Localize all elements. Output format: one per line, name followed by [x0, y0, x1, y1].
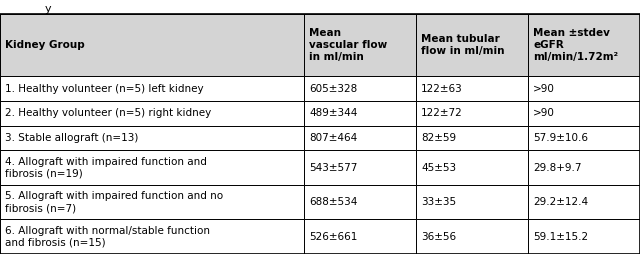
- Text: 122±72: 122±72: [421, 108, 463, 118]
- Text: 489±344: 489±344: [309, 108, 358, 118]
- Text: 82±59: 82±59: [421, 133, 456, 143]
- Text: Kidney Group: Kidney Group: [5, 40, 85, 50]
- Text: 59.1±15.2: 59.1±15.2: [533, 232, 588, 242]
- Text: 6. Allograft with normal/stable function
and fibrosis (n=15): 6. Allograft with normal/stable function…: [5, 226, 210, 248]
- Text: Mean tubular
flow in ml/min: Mean tubular flow in ml/min: [421, 34, 504, 56]
- Bar: [528, 101, 640, 126]
- Bar: [528, 219, 640, 254]
- Text: y: y: [45, 4, 51, 14]
- Bar: [416, 101, 528, 126]
- Text: >90: >90: [533, 108, 555, 118]
- Bar: [304, 185, 416, 219]
- Text: 3. Stable allograft (n=13): 3. Stable allograft (n=13): [5, 133, 138, 143]
- Text: 605±328: 605±328: [309, 84, 357, 94]
- Bar: [528, 14, 640, 76]
- Bar: [528, 185, 640, 219]
- Bar: [304, 219, 416, 254]
- Text: 807±464: 807±464: [309, 133, 357, 143]
- Bar: [0, 126, 304, 150]
- Bar: [416, 126, 528, 150]
- Bar: [0, 101, 304, 126]
- Bar: [416, 14, 528, 76]
- Text: 1. Healthy volunteer (n=5) left kidney: 1. Healthy volunteer (n=5) left kidney: [5, 84, 204, 94]
- Bar: [416, 150, 528, 185]
- Bar: [304, 76, 416, 101]
- Text: 29.2±12.4: 29.2±12.4: [533, 197, 588, 207]
- Text: 2. Healthy volunteer (n=5) right kidney: 2. Healthy volunteer (n=5) right kidney: [5, 108, 211, 118]
- Bar: [0, 150, 304, 185]
- Bar: [0, 185, 304, 219]
- Bar: [416, 219, 528, 254]
- Bar: [416, 76, 528, 101]
- Bar: [304, 150, 416, 185]
- Text: 29.8+9.7: 29.8+9.7: [533, 163, 582, 173]
- Text: 33±35: 33±35: [421, 197, 456, 207]
- Text: Mean
vascular flow
in ml/min: Mean vascular flow in ml/min: [309, 28, 387, 62]
- Bar: [528, 150, 640, 185]
- Text: 5. Allograft with impaired function and no
fibrosis (n=7): 5. Allograft with impaired function and …: [5, 191, 223, 213]
- Text: 688±534: 688±534: [309, 197, 358, 207]
- Bar: [304, 126, 416, 150]
- Text: 526±661: 526±661: [309, 232, 358, 242]
- Text: 4. Allograft with impaired function and
fibrosis (n=19): 4. Allograft with impaired function and …: [5, 157, 207, 179]
- Text: >90: >90: [533, 84, 555, 94]
- Text: 122±63: 122±63: [421, 84, 463, 94]
- Bar: [528, 76, 640, 101]
- Bar: [0, 76, 304, 101]
- Text: 36±56: 36±56: [421, 232, 456, 242]
- Bar: [0, 219, 304, 254]
- Bar: [528, 126, 640, 150]
- Bar: [0, 14, 304, 76]
- Text: Mean ±stdev
eGFR
ml/min/1.72m²: Mean ±stdev eGFR ml/min/1.72m²: [533, 28, 618, 62]
- Bar: [304, 14, 416, 76]
- Text: 57.9±10.6: 57.9±10.6: [533, 133, 588, 143]
- Bar: [304, 101, 416, 126]
- Text: 45±53: 45±53: [421, 163, 456, 173]
- Text: 543±577: 543±577: [309, 163, 358, 173]
- Bar: [416, 185, 528, 219]
